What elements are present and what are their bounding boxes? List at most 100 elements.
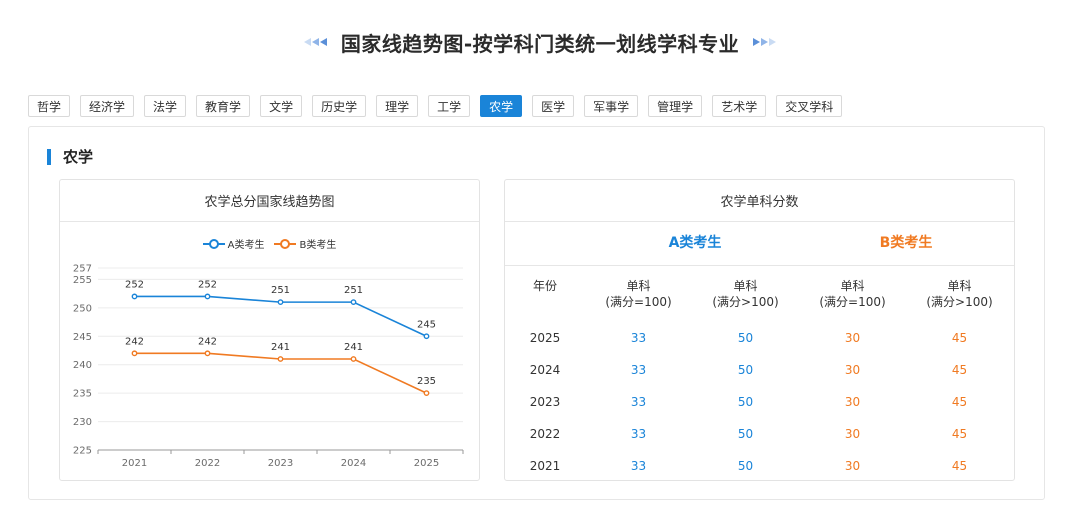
data-label: 241 (271, 342, 290, 353)
tab-10[interactable]: 军事学 (584, 95, 639, 117)
data-label: 235 (417, 376, 436, 387)
data-label: 251 (271, 285, 290, 296)
tab-13[interactable]: 交叉学科 (776, 95, 843, 117)
tab-0[interactable]: 哲学 (28, 95, 71, 117)
single-subject-card: 农学单科分数 A类考生 B类考生 年份 单科 (满分=100) 单科 (满分>100) 单… (504, 179, 1015, 481)
column-header-line1: 单科 (733, 279, 758, 293)
x-tick-label: 2022 (195, 458, 220, 469)
score-cell: 33 (630, 459, 647, 473)
tab-1[interactable]: 经济学 (80, 95, 135, 117)
score-cell: 50 (737, 459, 754, 473)
data-point (131, 350, 138, 357)
column-header-line2: (满分>100) (712, 295, 779, 309)
data-label: 242 (125, 336, 144, 347)
data-point (423, 390, 430, 397)
column-header-line2: (满分=100) (819, 295, 886, 309)
table-row: 2025 33 50 30 45 (505, 322, 1014, 354)
left-arrows-icon (303, 38, 327, 46)
x-tick-label: 2023 (268, 458, 293, 469)
section-title: 农学 (63, 148, 94, 166)
chart-legend: A类考生 B类考生 (60, 236, 479, 251)
page-header: 国家线趋势图-按学科门类统一划线学科专业 (0, 24, 1080, 60)
table-row: 2023 33 50 30 45 (505, 386, 1014, 418)
data-label: 242 (198, 336, 217, 347)
y-tick-label: 255 (73, 275, 92, 286)
tab-3[interactable]: 教育学 (196, 95, 251, 117)
legend-label: B类考生 (299, 240, 337, 251)
section-accent-bar (47, 148, 51, 165)
year-cell: 2024 (529, 363, 561, 377)
data-point (204, 293, 211, 300)
data-label: 241 (344, 342, 363, 353)
score-cell: 33 (630, 395, 647, 409)
score-cell: 33 (630, 427, 647, 441)
data-label: 251 (344, 285, 363, 296)
y-tick-label: 230 (73, 417, 92, 428)
page-title: 国家线趋势图-按学科门类统一划线学科专业 (340, 31, 740, 56)
column-header-line1: 单科 (947, 279, 972, 293)
tab-7[interactable]: 工学 (428, 95, 471, 117)
column-header: 单科 (满分=100) (585, 278, 692, 310)
y-tick-label: 240 (73, 360, 92, 371)
data-point (277, 299, 284, 306)
data-point (277, 356, 284, 362)
tab-4[interactable]: 文学 (260, 95, 303, 117)
tab-5[interactable]: 历史学 (312, 95, 367, 117)
score-cell: 30 (844, 395, 861, 409)
tab-12[interactable]: 艺术学 (712, 95, 767, 117)
score-cell: 50 (737, 427, 754, 441)
y-tick-label: 225 (73, 446, 92, 457)
column-header: 单科 (满分=100) (799, 278, 906, 310)
trend-chart-card: 农学总分国家线趋势图 A类考生 B类考生 225 230 235 240 245 250 25… (59, 179, 480, 481)
data-label: 252 (125, 279, 144, 290)
tab-8[interactable]: 农学 (480, 95, 523, 117)
legend-label: A类考生 (227, 240, 265, 251)
column-header-line1: 单科 (626, 279, 651, 293)
right-arrows-icon (753, 38, 777, 46)
y-tick-label: 235 (73, 389, 92, 400)
year-cell: 2021 (529, 459, 561, 473)
legend-marker-icon (274, 238, 297, 249)
column-header-line2: (满分>100) (926, 295, 993, 309)
column-header-line1: 单科 (840, 279, 865, 293)
tab-2[interactable]: 法学 (144, 95, 187, 117)
data-label: 245 (417, 319, 436, 330)
data-label: 252 (198, 279, 217, 290)
x-tick-label: 2024 (341, 458, 366, 469)
score-cell: 50 (737, 395, 754, 409)
x-tick-label: 2021 (122, 458, 147, 469)
table-title: 农学单科分数 (505, 180, 1014, 222)
score-cell: 45 (951, 331, 968, 345)
score-cell: 30 (844, 331, 861, 345)
column-header: 单科 (满分>100) (906, 278, 1013, 310)
legend-item-0[interactable]: A类考生 (202, 236, 265, 251)
tab-6[interactable]: 理学 (376, 95, 419, 117)
column-header: 单科 (满分>100) (692, 278, 799, 310)
group-b-header: B类考生 (879, 235, 933, 251)
tab-11[interactable]: 管理学 (648, 95, 703, 117)
data-point (350, 356, 357, 362)
legend-item-1[interactable]: B类考生 (274, 236, 336, 251)
tab-9[interactable]: 医学 (532, 95, 575, 117)
year-cell: 2023 (529, 395, 561, 409)
table-row: 2022 33 50 30 45 (505, 418, 1014, 450)
table-row: 2021 33 50 30 45 (505, 450, 1014, 482)
score-cell: 45 (951, 395, 968, 409)
y-tick-label: 257 (73, 264, 92, 275)
legend-marker-icon (202, 238, 225, 249)
table-row: 2024 33 50 30 45 (505, 354, 1014, 386)
discipline-tabs: 哲学 经济学 法学 教育学 文学 历史学 理学 工学 农学 医学 军事学 管理学 艺术学 交叉学科 (28, 95, 843, 117)
year-cell: 2022 (529, 427, 561, 441)
section-heading: 农学 (47, 146, 93, 167)
year-header: 年份 (532, 279, 557, 293)
column-header-line2: (满分=100) (605, 295, 672, 309)
score-cell: 30 (844, 363, 861, 377)
data-point (131, 293, 138, 300)
table-header-row: 年份 单科 (满分=100) 单科 (满分>100) 单科 (满分=100) 单科 (满分>10… (505, 278, 1014, 322)
chart-title: 农学总分国家线趋势图 (60, 180, 479, 222)
data-point (423, 333, 430, 340)
score-cell: 30 (844, 427, 861, 441)
score-cell: 30 (844, 459, 861, 473)
content-panel: 农学 农学总分国家线趋势图 A类考生 B类考生 225 230 235 240 245 25… (28, 126, 1045, 500)
